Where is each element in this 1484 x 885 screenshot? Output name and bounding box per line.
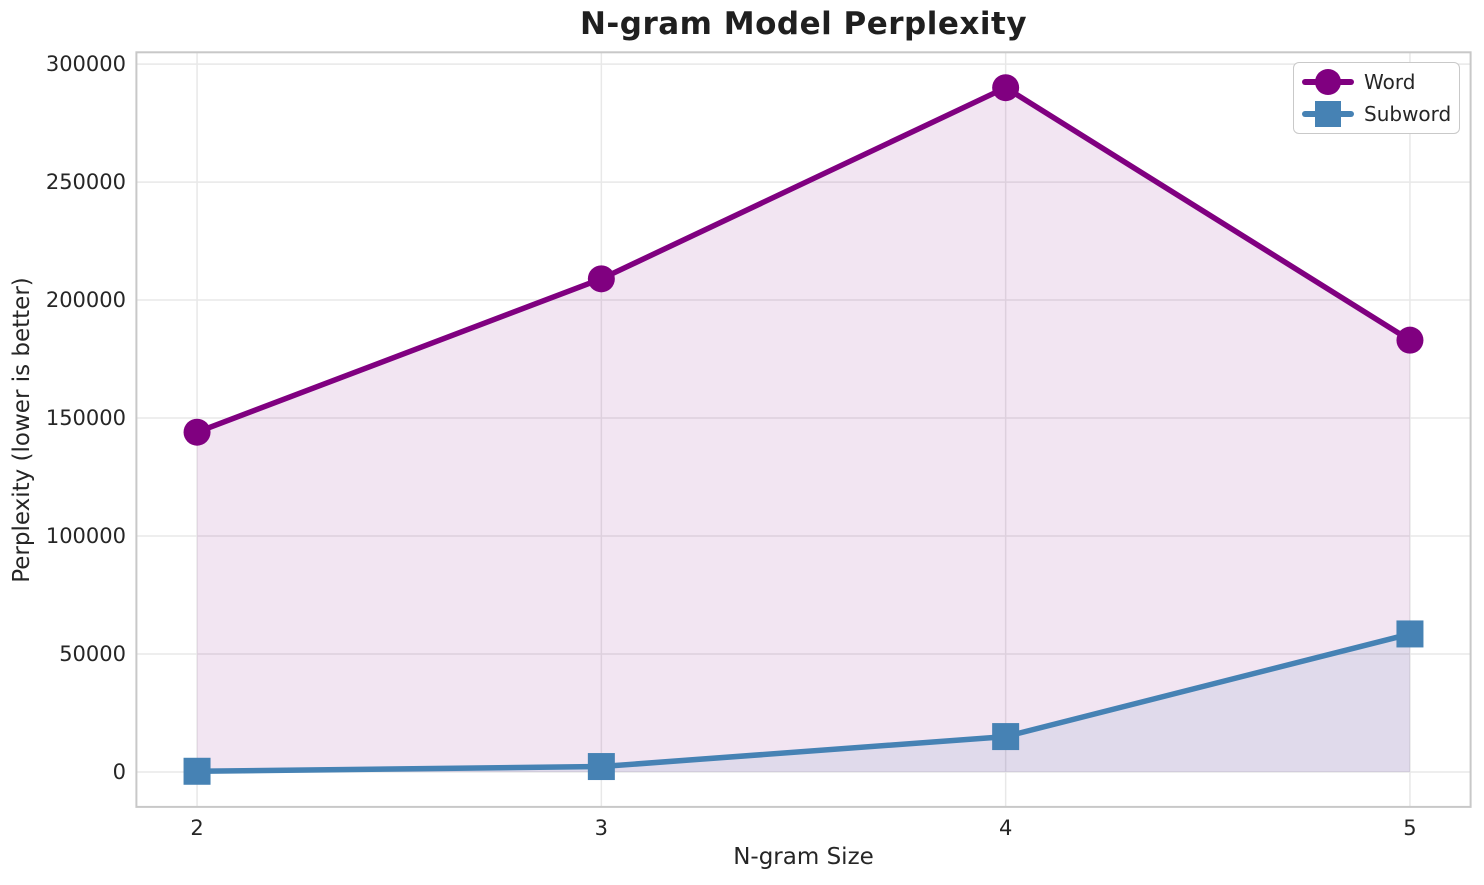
y-tick-label: 0 (113, 760, 126, 784)
y-tick-label: 100000 (46, 524, 126, 548)
word-data-point (587, 265, 615, 293)
subword-data-point (183, 757, 211, 785)
word-data-point (183, 418, 211, 446)
y-tick-label: 50000 (59, 642, 126, 666)
x-tick-label: 5 (1403, 816, 1416, 840)
legend: Word Subword (1293, 62, 1460, 134)
subword-data-point (992, 723, 1020, 751)
subword-area-fill (197, 633, 1410, 772)
y-tick-label: 150000 (46, 406, 126, 430)
legend-label-subword: Subword (1364, 102, 1452, 126)
word-area-fill (197, 87, 1410, 772)
subword-series-marker-icon (1302, 101, 1354, 127)
x-tick-label: 3 (595, 816, 608, 840)
x-tick-label: 2 (190, 816, 203, 840)
word-series-line (194, 84, 1413, 435)
y-tick-label: 200000 (46, 288, 126, 312)
y-tick-label: 250000 (46, 170, 126, 194)
word-data-point (1396, 326, 1424, 354)
legend-item-subword: Subword (1302, 98, 1459, 130)
x-tick-label: 4 (999, 816, 1012, 840)
legend-item-word: Word (1302, 66, 1459, 98)
legend-label-word: Word (1364, 70, 1416, 94)
word-series-marker-icon (1302, 69, 1354, 95)
x-axis-label: N-gram Size (733, 844, 874, 870)
chart-title: N-gram Model Perplexity (579, 6, 1028, 42)
plot-spines (135, 51, 1472, 808)
subword-data-point (1396, 620, 1424, 648)
word-data-point (992, 74, 1020, 102)
y-tick-label: 300000 (46, 52, 126, 76)
subword-data-point (587, 753, 615, 781)
subword-series-line (194, 631, 1413, 775)
y-axis-label: Perplexity (lower is better) (9, 277, 35, 583)
